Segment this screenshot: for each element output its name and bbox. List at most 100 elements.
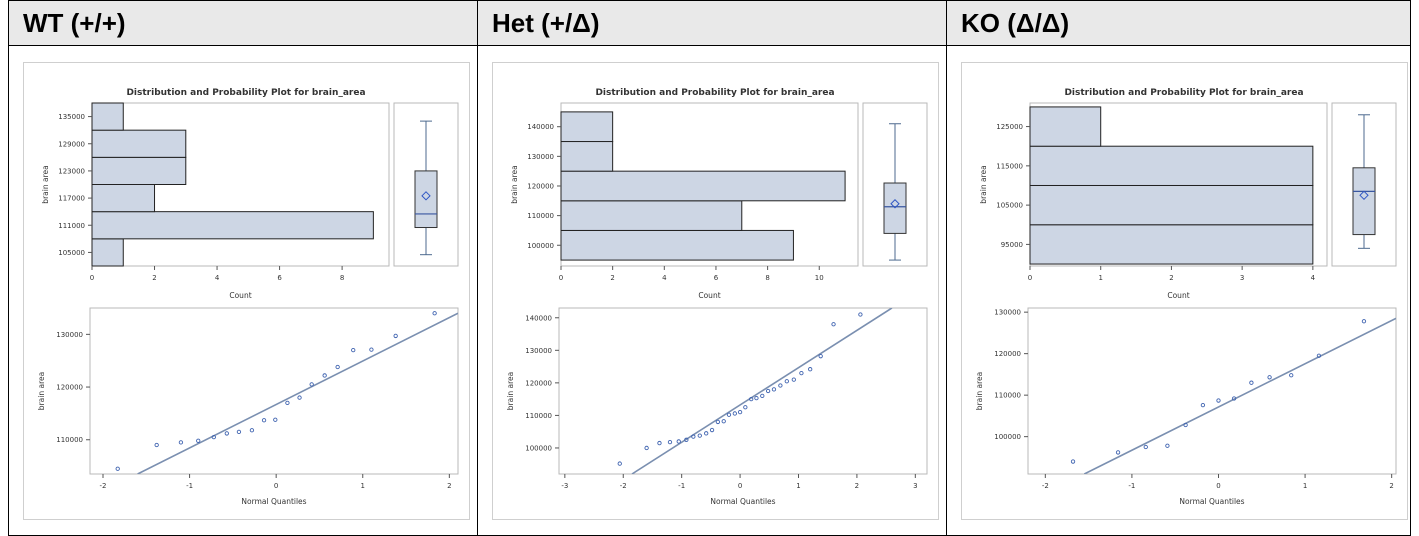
qq-point — [335, 364, 340, 370]
panel-header: Het (+/Δ) — [478, 1, 946, 46]
histogram-bar — [560, 170, 846, 202]
x-tick-label: 0 — [274, 482, 278, 490]
qq-y-label: brain area — [506, 372, 515, 410]
qq-point — [1289, 373, 1294, 378]
chart-svg: Distribution and Probability Plot for br… — [506, 88, 928, 506]
qq-point — [1200, 402, 1206, 408]
qq-point — [309, 382, 314, 387]
qq-point — [1115, 450, 1121, 455]
qq-point — [322, 373, 327, 378]
y-tick-label: 95000 — [1001, 241, 1023, 249]
qq-y-label: brain area — [37, 372, 46, 410]
qq-point — [799, 370, 804, 376]
qq-point — [1249, 380, 1254, 385]
qq-point — [657, 440, 662, 446]
qq-point — [760, 393, 765, 399]
x-tick-label: 8 — [765, 274, 769, 282]
qq-point — [737, 410, 743, 415]
x-tick-label: 2 — [855, 482, 859, 490]
y-tick-label: 110000 — [527, 212, 554, 220]
qq-frame — [89, 307, 459, 475]
y-tick-label: 117000 — [58, 195, 85, 203]
qq-point — [236, 429, 242, 434]
histogram-bar — [1029, 145, 1314, 186]
histogram-bar — [1029, 224, 1314, 265]
y-tick-label: 100000 — [994, 433, 1021, 441]
y-tick-label: 110000 — [525, 412, 552, 420]
qq-point — [196, 438, 201, 443]
histogram-bar — [91, 211, 374, 240]
qq-point — [1316, 353, 1322, 358]
qq-point — [1267, 375, 1272, 380]
qq-frame — [1027, 307, 1397, 475]
boxplot-mean — [1359, 190, 1369, 201]
boxplot-mean — [890, 199, 900, 209]
qq-point — [704, 431, 709, 436]
histogram-bar — [560, 200, 743, 231]
x-tick-label: 2 — [1389, 482, 1393, 490]
y-tick-label: 130000 — [56, 331, 83, 339]
panel-header: KO (Δ/Δ) — [947, 1, 1410, 46]
panel-label: Het (+/Δ) — [492, 8, 600, 38]
x-tick-label: 1 — [1303, 482, 1307, 490]
qq-point — [115, 466, 120, 471]
qq-point — [224, 431, 229, 436]
histogram-x-label: Count — [229, 291, 251, 300]
chart-title: Distribution and Probability Plot for br… — [126, 88, 365, 98]
x-tick-label: 0 — [738, 482, 742, 490]
panel-label: KO (Δ/Δ) — [961, 8, 1070, 38]
qq-point — [211, 434, 216, 440]
qq-fit-line — [137, 312, 458, 474]
y-tick-label: 135000 — [58, 113, 85, 121]
histogram-bar — [1029, 106, 1102, 147]
qq-point — [617, 461, 622, 466]
qq-x-label: Normal Quantiles — [241, 497, 306, 506]
y-tick-label: 110000 — [994, 392, 1021, 400]
y-tick-label: 105000 — [58, 249, 85, 257]
qq-point — [644, 445, 649, 451]
histogram-bar — [560, 111, 614, 143]
x-tick-label: 0 — [1216, 482, 1220, 490]
x-tick-label: 1 — [361, 482, 365, 490]
qq-point — [858, 312, 863, 317]
x-tick-label: 0 — [1028, 274, 1032, 282]
x-tick-label: 2 — [1169, 274, 1173, 282]
qq-x-label: Normal Quantiles — [1179, 497, 1244, 506]
qq-point — [765, 388, 771, 394]
histogram-y-label: brain area — [41, 165, 50, 203]
histogram-bar — [91, 238, 124, 267]
qq-point — [818, 354, 823, 359]
qq-point — [285, 400, 290, 406]
qq-point — [1070, 459, 1076, 464]
y-tick-label: 140000 — [525, 314, 552, 322]
qq-point — [178, 440, 184, 445]
chart-svg: Distribution and Probability Plot for br… — [37, 88, 459, 506]
x-tick-label: 2 — [447, 482, 451, 490]
qq-point — [778, 383, 783, 388]
qq-point — [1165, 443, 1170, 448]
y-tick-label: 130000 — [525, 347, 552, 355]
qq-x-label: Normal Quantiles — [710, 497, 775, 506]
histogram-bar — [560, 229, 794, 261]
qq-point — [393, 333, 398, 339]
y-tick-label: 120000 — [527, 182, 554, 190]
qq-point — [791, 377, 796, 382]
y-tick-label: 115000 — [996, 162, 1023, 170]
qq-point — [1231, 396, 1237, 401]
qq-point — [732, 411, 737, 416]
qq-point — [684, 437, 689, 442]
chart-title: Distribution and Probability Plot for br… — [1064, 88, 1303, 98]
qq-point — [831, 322, 836, 327]
qq-point — [154, 442, 159, 448]
qq-y-label: brain area — [975, 372, 984, 410]
y-tick-label: 120000 — [994, 350, 1021, 358]
chart-figure: Distribution and Probability Plot for br… — [961, 62, 1408, 520]
boxplot-box — [1352, 167, 1376, 236]
panel-header: WT (+/+) — [9, 1, 477, 46]
qq-point — [771, 387, 777, 392]
chart-svg: Distribution and Probability Plot for br… — [975, 88, 1397, 506]
qq-frame — [558, 307, 928, 475]
y-tick-label: 123000 — [58, 167, 85, 175]
y-tick-label: 129000 — [58, 140, 85, 148]
